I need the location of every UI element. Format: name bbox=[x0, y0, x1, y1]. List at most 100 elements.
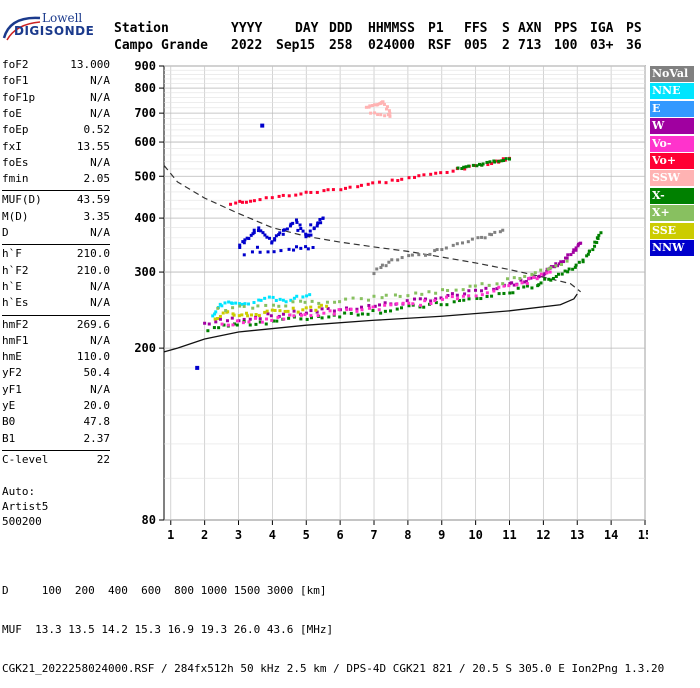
data-point bbox=[309, 314, 313, 318]
data-point bbox=[266, 250, 270, 254]
data-point bbox=[265, 317, 269, 321]
data-point bbox=[383, 301, 387, 305]
data-point bbox=[304, 306, 308, 310]
data-point bbox=[278, 309, 282, 313]
header-value-4: 024000 bbox=[368, 38, 415, 53]
data-point bbox=[457, 299, 461, 303]
data-point bbox=[557, 262, 561, 266]
data-point bbox=[220, 304, 224, 308]
data-point bbox=[225, 319, 229, 323]
data-point bbox=[490, 294, 494, 298]
data-point bbox=[567, 267, 571, 271]
data-point bbox=[510, 281, 514, 285]
data-point bbox=[237, 302, 241, 306]
data-point bbox=[470, 237, 474, 241]
data-point bbox=[398, 294, 402, 298]
data-point bbox=[468, 284, 472, 288]
param-value: N/A bbox=[90, 155, 110, 169]
param-row: h`F2 210.0 bbox=[2, 264, 110, 280]
data-point bbox=[345, 308, 349, 312]
data-point bbox=[501, 157, 505, 161]
x-tick-label: 6 bbox=[337, 528, 344, 542]
x-tick-label: 14 bbox=[604, 528, 618, 542]
data-point bbox=[525, 284, 529, 288]
data-point bbox=[543, 272, 547, 276]
data-point bbox=[551, 276, 555, 280]
data-point bbox=[288, 313, 292, 317]
header-value-3: 258 bbox=[329, 38, 353, 53]
data-point bbox=[516, 286, 520, 290]
data-point bbox=[261, 231, 265, 235]
y-tick-label: 500 bbox=[134, 169, 156, 183]
header-label-4: HHMMSS bbox=[368, 21, 415, 36]
data-point bbox=[289, 222, 293, 226]
data-point bbox=[227, 300, 231, 304]
data-point bbox=[433, 299, 437, 303]
data-point bbox=[530, 272, 534, 276]
data-point bbox=[396, 179, 400, 183]
data-point bbox=[285, 227, 289, 231]
param-row: yF2 50.4 bbox=[2, 366, 110, 382]
data-point bbox=[418, 305, 422, 309]
data-point bbox=[565, 256, 569, 260]
param-value: N/A bbox=[90, 106, 110, 120]
data-point bbox=[349, 307, 353, 311]
data-point bbox=[440, 248, 444, 252]
data-point bbox=[400, 306, 404, 310]
data-point bbox=[377, 303, 381, 307]
data-point bbox=[384, 264, 388, 268]
data-point bbox=[545, 271, 549, 275]
data-point bbox=[546, 267, 550, 271]
data-point bbox=[498, 230, 502, 234]
data-point bbox=[599, 231, 603, 235]
data-point bbox=[445, 303, 449, 307]
param-key: MUF(D) bbox=[2, 193, 42, 207]
plot-frame bbox=[163, 65, 646, 521]
data-point bbox=[476, 236, 480, 240]
data-point bbox=[563, 269, 567, 273]
data-point bbox=[217, 326, 221, 330]
data-point bbox=[294, 245, 298, 249]
legend-entry-e: E bbox=[650, 100, 694, 117]
data-point bbox=[371, 309, 375, 313]
data-point bbox=[359, 305, 363, 309]
data-point bbox=[242, 317, 246, 321]
data-point bbox=[512, 283, 516, 287]
legend-entry-xplus: X+ bbox=[650, 205, 694, 222]
data-point bbox=[376, 102, 380, 106]
data-point bbox=[366, 312, 370, 316]
param-row: hmF2 269.6 bbox=[2, 318, 110, 334]
data-point bbox=[566, 270, 570, 274]
data-point bbox=[264, 196, 268, 200]
data-point bbox=[579, 241, 583, 245]
data-point bbox=[359, 183, 363, 187]
data-point bbox=[248, 317, 252, 321]
data-point bbox=[508, 291, 512, 295]
data-point bbox=[463, 167, 467, 171]
data-point bbox=[289, 298, 293, 302]
data-point bbox=[383, 303, 387, 307]
param-key: B0 bbox=[2, 415, 16, 429]
data-point bbox=[216, 306, 220, 310]
data-point bbox=[492, 289, 496, 293]
data-point bbox=[519, 278, 523, 282]
data-point bbox=[277, 233, 281, 237]
data-point bbox=[366, 298, 370, 302]
data-point bbox=[231, 323, 235, 327]
data-point bbox=[281, 193, 285, 197]
data-point bbox=[539, 272, 543, 276]
data-point bbox=[303, 300, 307, 304]
data-point bbox=[445, 295, 449, 299]
param-key: hmF2 bbox=[2, 317, 29, 331]
data-point bbox=[270, 196, 274, 200]
data-point bbox=[486, 163, 490, 167]
param-row: hmF1 N/A bbox=[2, 334, 110, 350]
data-point bbox=[242, 253, 246, 257]
data-point bbox=[328, 309, 332, 313]
data-point bbox=[211, 314, 215, 318]
data-point bbox=[355, 307, 359, 311]
data-point bbox=[560, 262, 564, 266]
data-point bbox=[213, 317, 217, 321]
data-point bbox=[369, 111, 373, 115]
data-point bbox=[511, 291, 515, 295]
